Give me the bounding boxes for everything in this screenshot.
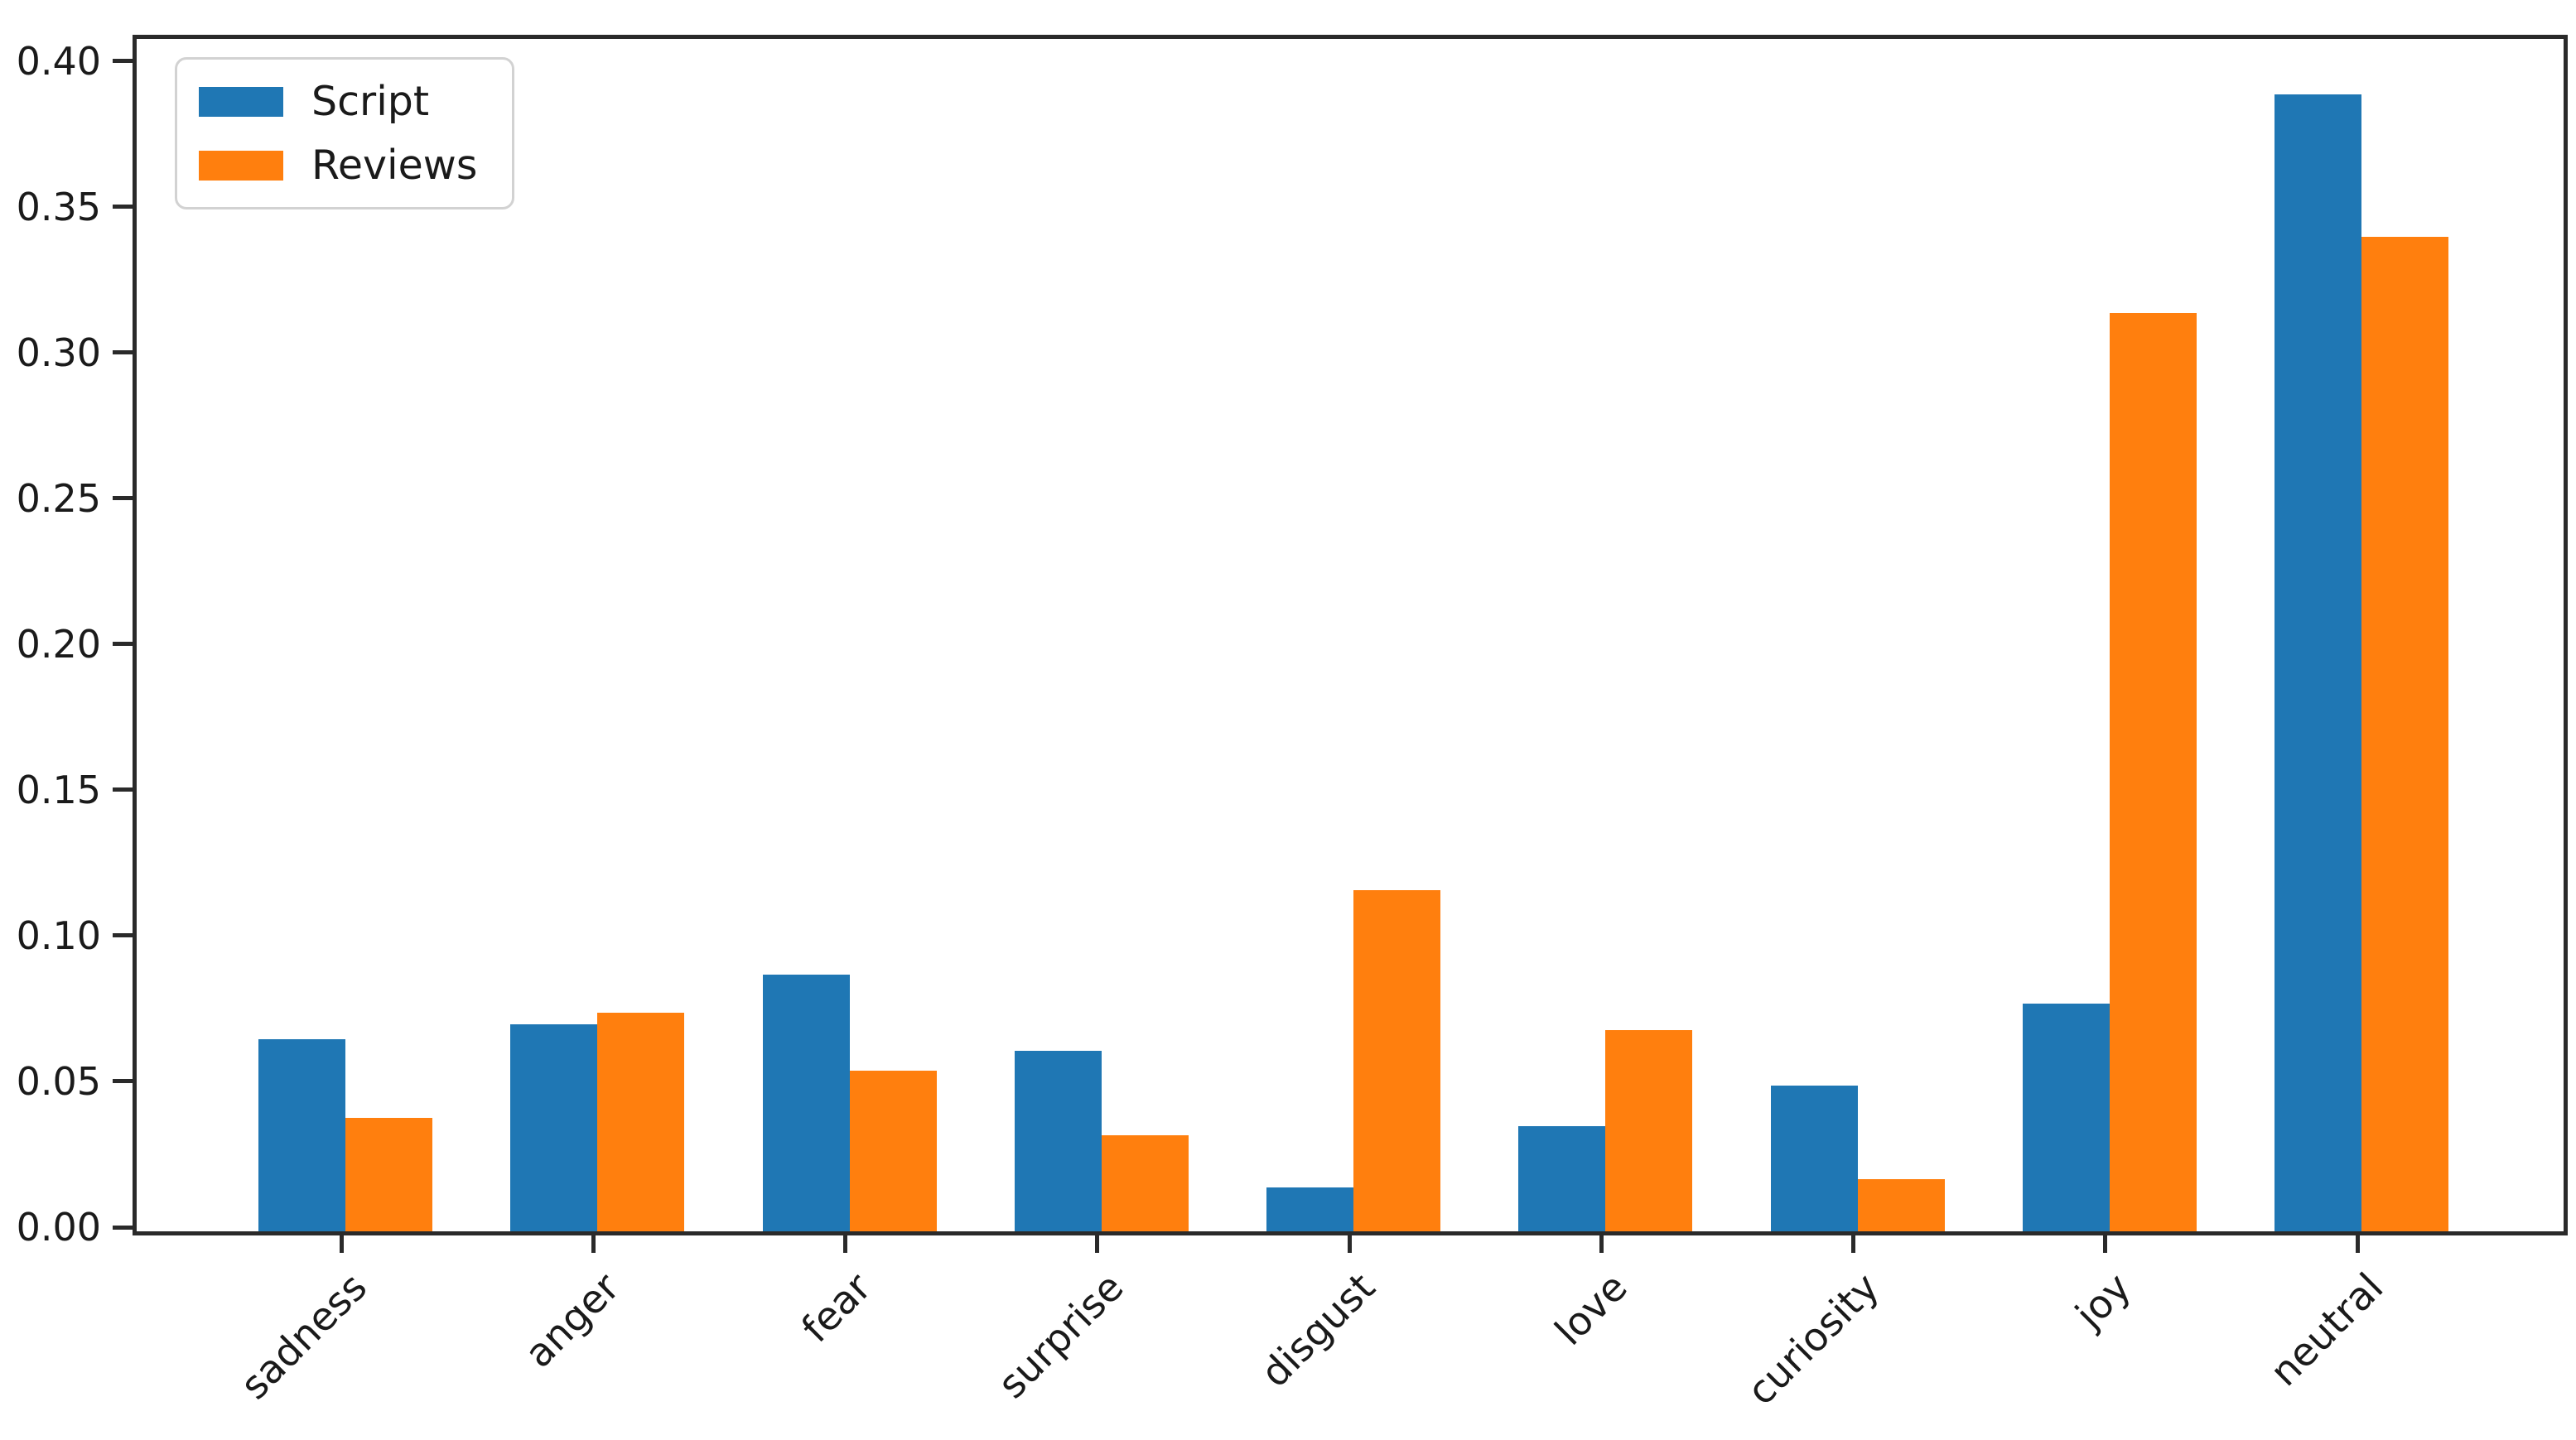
x-tick-label-fear: fear — [793, 1264, 880, 1352]
x-tick-mark-anger — [591, 1231, 596, 1253]
bar-reviews-surprise — [1101, 1135, 1189, 1231]
bar-reviews-fear — [849, 1071, 937, 1231]
y-tick-mark-0.35 — [113, 205, 133, 209]
x-tick-mark-love — [1599, 1231, 1604, 1253]
bar-script-neutral — [2275, 94, 2361, 1231]
legend: Script Reviews — [175, 57, 515, 209]
y-tick-mark-0.10 — [113, 933, 133, 938]
bar-script-love — [1518, 1126, 1606, 1231]
bar-reviews-disgust — [1353, 890, 1440, 1231]
y-tick-label-0.05: 0.05 — [16, 1058, 101, 1104]
legend-item-reviews: Reviews — [199, 145, 477, 185]
bar-script-surprise — [1014, 1051, 1102, 1231]
legend-label-reviews: Reviews — [311, 142, 478, 189]
x-tick-label-curiosity: curiosity — [1738, 1264, 1889, 1414]
legend-label-script: Script — [311, 78, 430, 125]
x-tick-mark-curiosity — [1851, 1231, 1855, 1253]
x-tick-mark-joy — [2103, 1231, 2108, 1253]
y-tick-mark-0.15 — [113, 787, 133, 792]
x-tick-mark-fear — [843, 1231, 847, 1253]
x-tick-mark-surprise — [1095, 1231, 1100, 1253]
legend-item-script: Script — [199, 81, 477, 122]
x-tick-label-sadness: sadness — [232, 1264, 377, 1409]
y-tick-label-0.30: 0.30 — [16, 330, 101, 375]
y-tick-label-0.00: 0.00 — [16, 1205, 101, 1250]
y-tick-label-0.40: 0.40 — [16, 38, 101, 84]
bar-script-fear — [762, 975, 850, 1231]
y-tick-mark-0.00 — [113, 1225, 133, 1230]
bar-script-curiosity — [1770, 1086, 1858, 1231]
y-tick-label-0.35: 0.35 — [16, 184, 101, 229]
x-tick-label-disgust: disgust — [1252, 1264, 1385, 1397]
x-tick-label-joy: joy — [2067, 1264, 2140, 1338]
x-tick-label-anger: anger — [515, 1264, 629, 1377]
x-tick-label-neutral: neutral — [2261, 1264, 2393, 1395]
y-tick-label-0.20: 0.20 — [16, 621, 101, 667]
y-tick-mark-0.30 — [113, 350, 133, 355]
x-tick-mark-disgust — [1347, 1231, 1352, 1253]
y-tick-label-0.25: 0.25 — [16, 475, 101, 521]
x-tick-mark-sadness — [339, 1231, 344, 1253]
bar-reviews-anger — [597, 1013, 685, 1231]
x-tick-label-love: love — [1546, 1264, 1637, 1355]
bar-script-disgust — [1266, 1187, 1353, 1231]
bar-reviews-sadness — [345, 1118, 432, 1231]
bar-script-joy — [2022, 1004, 2110, 1231]
x-tick-label-surprise: surprise — [989, 1264, 1132, 1408]
y-tick-mark-0.25 — [113, 496, 133, 501]
y-tick-label-0.10: 0.10 — [16, 913, 101, 958]
x-tick-mark-neutral — [2355, 1231, 2360, 1253]
plot-area: Script Reviews — [133, 35, 2568, 1235]
legend-swatch-reviews — [199, 150, 283, 181]
legend-swatch-script — [199, 86, 283, 117]
y-tick-mark-0.40 — [113, 59, 133, 64]
y-tick-mark-0.20 — [113, 642, 133, 647]
bar-reviews-curiosity — [1857, 1179, 1945, 1231]
bar-reviews-joy — [2109, 313, 2197, 1231]
bar-reviews-love — [1605, 1030, 1693, 1231]
bar-reviews-neutral — [2361, 237, 2448, 1231]
bar-script-anger — [510, 1024, 598, 1231]
y-tick-label-0.15: 0.15 — [16, 767, 101, 812]
bar-script-sadness — [258, 1039, 345, 1231]
y-tick-mark-0.05 — [113, 1079, 133, 1084]
